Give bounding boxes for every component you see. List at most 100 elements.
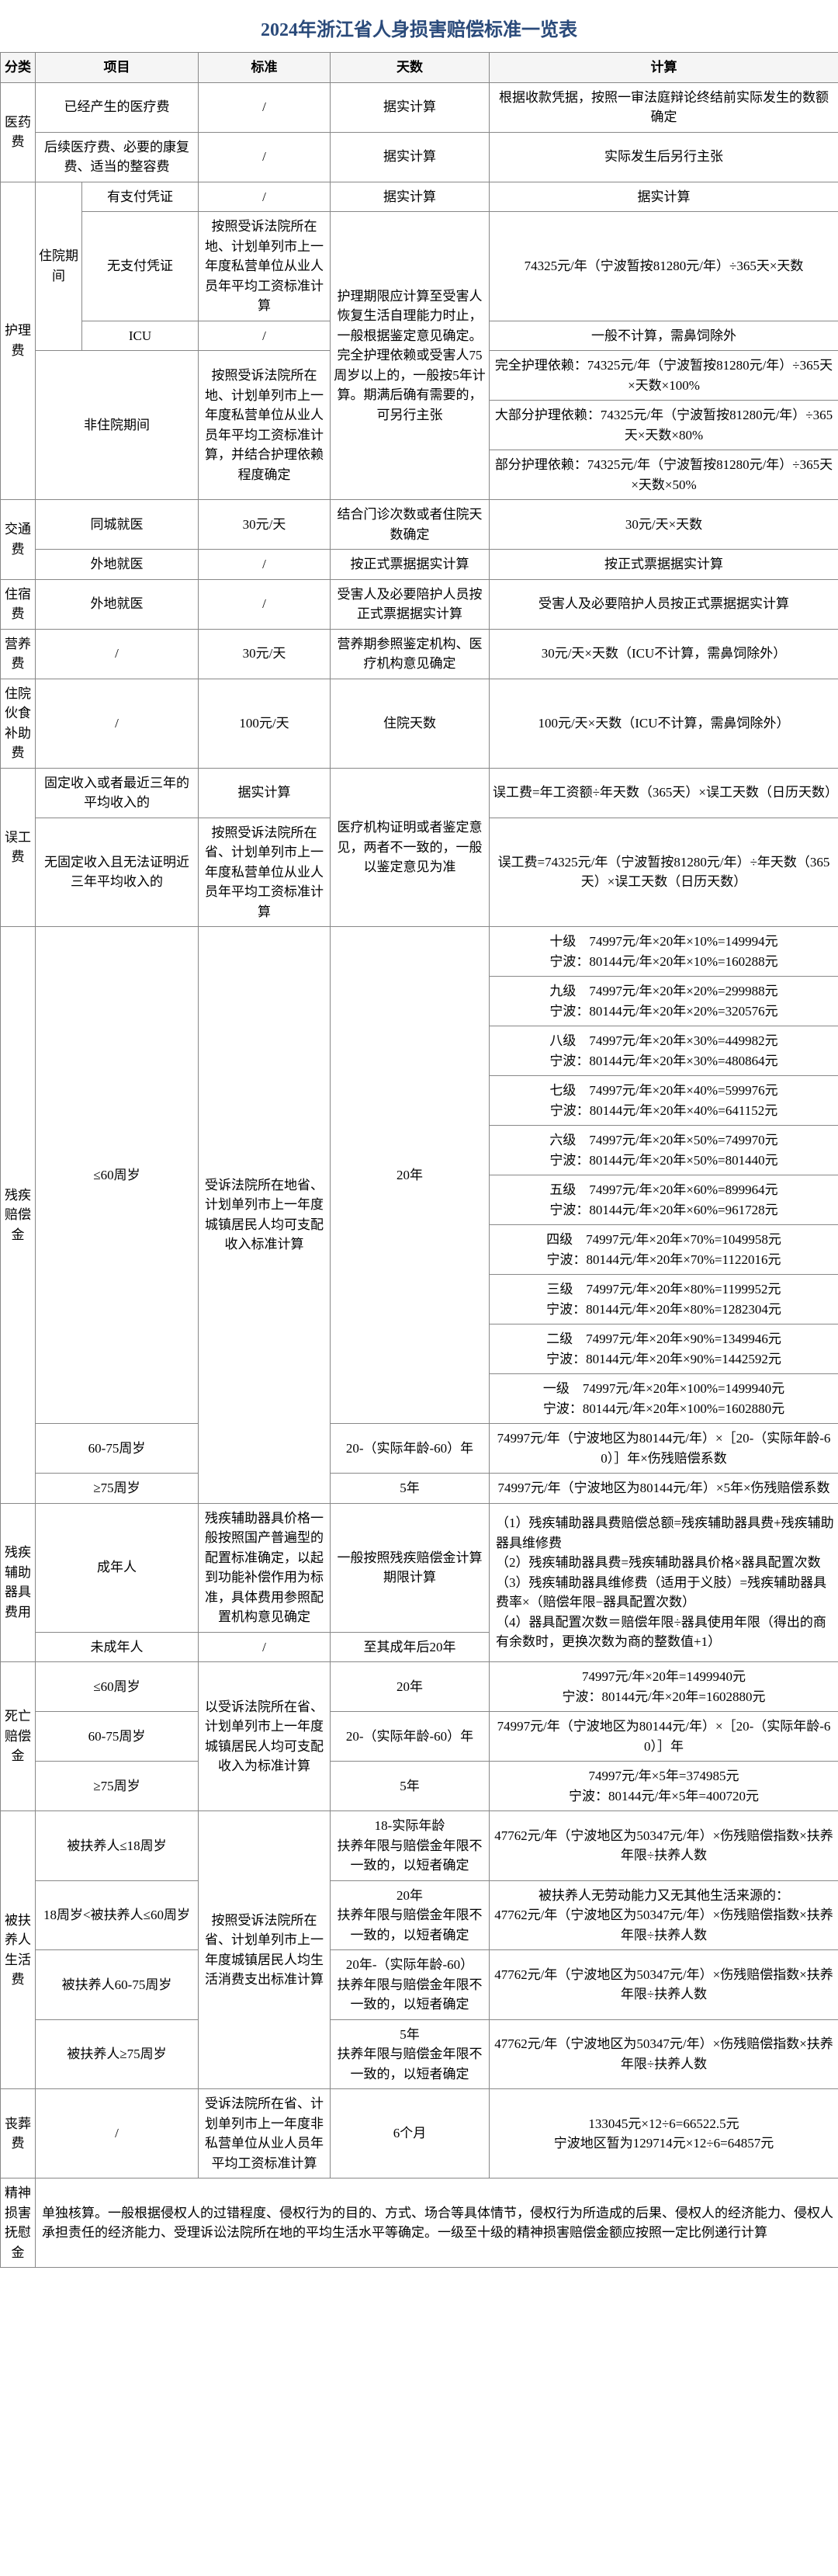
cell: 大部分护理依赖：74325元/年（宁波暂按81280元/年）÷365天×天数×8… bbox=[490, 401, 838, 450]
cell: 残疾辅助器具价格一般按照国产普遍型的配置标准确定，以起到功能补偿作用为标准，具体… bbox=[199, 1503, 331, 1632]
cat-canji: 残疾赔偿金 bbox=[1, 927, 36, 1504]
cell: 完全护理依赖：74325元/年（宁波暂按81280元/年）÷365天×天数×10… bbox=[490, 351, 838, 401]
cell: 八级 74997元/年×20年×30%=449982元 宁波：80144元/年×… bbox=[490, 1026, 838, 1076]
cat-jiaotong: 交通费 bbox=[1, 500, 36, 580]
cell: / bbox=[199, 321, 331, 351]
cell: 74997元/年（宁波地区为80144元/年）×［20-（实际年龄-60）］年 bbox=[490, 1712, 838, 1762]
cell: 九级 74997元/年×20年×20%=299988元 宁波：80144元/年×… bbox=[490, 977, 838, 1026]
cell: 住院天数 bbox=[331, 679, 490, 768]
cell: 6个月 bbox=[331, 2089, 490, 2178]
cell: / bbox=[36, 629, 199, 679]
cell: 被扶养人无劳动能力又无其他生活来源的： 47762元/年（宁波地区为50347元… bbox=[490, 1880, 838, 1950]
cell: 受害人及必要陪护人员按正式票据据实计算 bbox=[490, 579, 838, 629]
cell: 20-（实际年龄-60）年 bbox=[331, 1424, 490, 1474]
cat-huoshi: 住院伙食补助费 bbox=[1, 679, 36, 768]
hdr-calc: 计算 bbox=[490, 53, 838, 83]
cell: 后续医疗费、必要的康复费、适当的整容费 bbox=[36, 132, 199, 182]
cell: 非住院期间 bbox=[36, 351, 199, 500]
cell: ≥75周岁 bbox=[36, 1762, 199, 1811]
cell: 六级 74997元/年×20年×50%=749970元 宁波：80144元/年×… bbox=[490, 1126, 838, 1175]
cell: 一级 74997元/年×20年×100%=1499940元 宁波：80144元/… bbox=[490, 1374, 838, 1424]
cell: 按照受诉法院所在地、计划单列市上一年度私营单位从业人员年平均工资标准计算，并结合… bbox=[199, 351, 331, 500]
cell: 据实计算 bbox=[199, 768, 331, 818]
cell: 固定收入或者最近三年的平均收入的 bbox=[36, 768, 199, 818]
cell: 据实计算 bbox=[331, 132, 490, 182]
cell: 至其成年后20年 bbox=[331, 1632, 490, 1662]
cell: 30元/天×天数（ICU不计算，需鼻饲除外） bbox=[490, 629, 838, 679]
cat-siwang: 死亡赔偿金 bbox=[1, 1662, 36, 1811]
cat-zhusu: 住宿费 bbox=[1, 579, 36, 629]
cell: 20年 bbox=[331, 927, 490, 1424]
cell: 按照受诉法院所在省、计划单列市上一年度城镇居民人均生活消费支出标准计算 bbox=[199, 1811, 331, 2089]
cell: 据实计算 bbox=[331, 82, 490, 132]
cell: 47762元/年（宁波地区为50347元/年）×伤残赔偿指数×扶养年限÷扶养人数 bbox=[490, 1950, 838, 2020]
cell: / bbox=[199, 579, 331, 629]
cell: 单独核算。一般根据侵权人的过错程度、侵权行为的目的、方式、场合等具体情节，侵权行… bbox=[36, 2178, 838, 2268]
cell: ≤60周岁 bbox=[36, 927, 199, 1424]
cat-fuzhu: 残疾辅助器具费用 bbox=[1, 1503, 36, 1662]
cell: 有支付凭证 bbox=[82, 182, 199, 212]
hdr-cat: 分类 bbox=[1, 53, 36, 83]
cell: 同城就医 bbox=[36, 500, 199, 550]
cell: 133045元×12÷6=66522.5元 宁波地区暂为129714元×12÷6… bbox=[490, 2089, 838, 2178]
cell: 护理期限应计算至受害人恢复生活自理能力时止，一般根据鉴定意见确定。完全护理依赖或… bbox=[331, 212, 490, 500]
cell: 二级 74997元/年×20年×90%=1349946元 宁波：80144元/年… bbox=[490, 1324, 838, 1374]
compensation-table: 分类 项目 标准 天数 计算 医药费 已经产生的医疗费 / 据实计算 根据收款凭… bbox=[0, 52, 838, 2268]
cell: 47762元/年（宁波地区为50347元/年）×伤残赔偿指数×扶养年限÷扶养人数 bbox=[490, 1811, 838, 1881]
cell: 74997元/年（宁波地区为80144元/年）×［20-（实际年龄-60）］年×… bbox=[490, 1424, 838, 1474]
cell: / bbox=[199, 132, 331, 182]
cell: 按正式票据据实计算 bbox=[490, 550, 838, 580]
cell: 74997元/年×5年=374985元 宁波：80144元/年×5年=40072… bbox=[490, 1762, 838, 1811]
cell: 无固定收入且无法证明近三年平均收入的 bbox=[36, 818, 199, 927]
cell: 按照受诉法院所在省、计划单列市上一年度私营单位从业人员年平均工资标准计算 bbox=[199, 818, 331, 927]
cell: 20年-（实际年龄-60） 扶养年限与赔偿金年限不一致的，以短者确定 bbox=[331, 1950, 490, 2020]
cell: 20年 bbox=[331, 1662, 490, 1712]
cell: / bbox=[199, 1632, 331, 1662]
cell: 四级 74997元/年×20年×70%=1049958元 宁波：80144元/年… bbox=[490, 1225, 838, 1275]
cell: 医疗机构证明或者鉴定意见，两者不一致的，一般以鉴定意见为准 bbox=[331, 768, 490, 927]
cell: 未成年人 bbox=[36, 1632, 199, 1662]
cell: 被扶养人60-75周岁 bbox=[36, 1950, 199, 2020]
cell: 结合门诊次数或者住院天数确定 bbox=[331, 500, 490, 550]
page-title: 2024年浙江省人身损害赔偿标准一览表 bbox=[0, 0, 838, 52]
cell: 据实计算 bbox=[490, 182, 838, 212]
cell: 被扶养人≥75周岁 bbox=[36, 2019, 199, 2089]
cell: 住院期间 bbox=[36, 182, 82, 351]
cell: 一般不计算，需鼻饲除外 bbox=[490, 321, 838, 351]
cell: 18-实际年龄 扶养年限与赔偿金年限不一致的，以短者确定 bbox=[331, 1811, 490, 1881]
cell: 一般按照残疾赔偿金计算期限计算 bbox=[331, 1503, 490, 1632]
cell: 18周岁<被扶养人≤60周岁 bbox=[36, 1880, 199, 1950]
cell: 受害人及必要陪护人员按正式票据据实计算 bbox=[331, 579, 490, 629]
cat-jingshen: 精神损害抚慰金 bbox=[1, 2178, 36, 2268]
cell: （1）残疾辅助器具费赔偿总额=残疾辅助器具费+残疾辅助器具维修费 （2）残疾辅助… bbox=[490, 1503, 838, 1662]
cell: 以受诉法院所在省、计划单列市上一年度城镇居民人均可支配收入为标准计算 bbox=[199, 1662, 331, 1811]
cat-yingyang: 营养费 bbox=[1, 629, 36, 679]
cell: 受诉法院所在地省、计划单列市上一年度城镇居民人均可支配收入标准计算 bbox=[199, 927, 331, 1504]
cell: / bbox=[36, 2089, 199, 2178]
cell: 按照受诉法院所在地、计划单列市上一年度私营单位从业人员年平均工资标准计算 bbox=[199, 212, 331, 321]
cell: 60-75周岁 bbox=[36, 1712, 199, 1762]
cell: / bbox=[199, 550, 331, 580]
cat-yiliao: 医药费 bbox=[1, 82, 36, 182]
cell: 30元/天 bbox=[199, 500, 331, 550]
cell: 误工费=年工资额÷年天数（365天）×误工天数（日历天数） bbox=[490, 768, 838, 818]
cat-sangzang: 丧葬费 bbox=[1, 2089, 36, 2178]
cell: 外地就医 bbox=[36, 550, 199, 580]
cat-wugong: 误工费 bbox=[1, 768, 36, 927]
cell: 被扶养人≤18周岁 bbox=[36, 1811, 199, 1881]
cell: 按正式票据据实计算 bbox=[331, 550, 490, 580]
cell: 外地就医 bbox=[36, 579, 199, 629]
cat-fuyang: 被扶养人生活费 bbox=[1, 1811, 36, 2089]
cell: / bbox=[199, 182, 331, 212]
cell: ICU bbox=[82, 321, 199, 351]
hdr-days: 天数 bbox=[331, 53, 490, 83]
cell: 成年人 bbox=[36, 1503, 199, 1632]
cell: 5年 bbox=[331, 1762, 490, 1811]
cell: / bbox=[199, 82, 331, 132]
cell: 30元/天×天数 bbox=[490, 500, 838, 550]
cell: ≤60周岁 bbox=[36, 1662, 199, 1712]
cell: 三级 74997元/年×20年×80%=1199952元 宁波：80144元/年… bbox=[490, 1275, 838, 1324]
cell: 20年 扶养年限与赔偿金年限不一致的，以短者确定 bbox=[331, 1880, 490, 1950]
cell: 47762元/年（宁波地区为50347元/年）×伤残赔偿指数×扶养年限÷扶养人数 bbox=[490, 2019, 838, 2089]
hdr-item: 项目 bbox=[36, 53, 199, 83]
